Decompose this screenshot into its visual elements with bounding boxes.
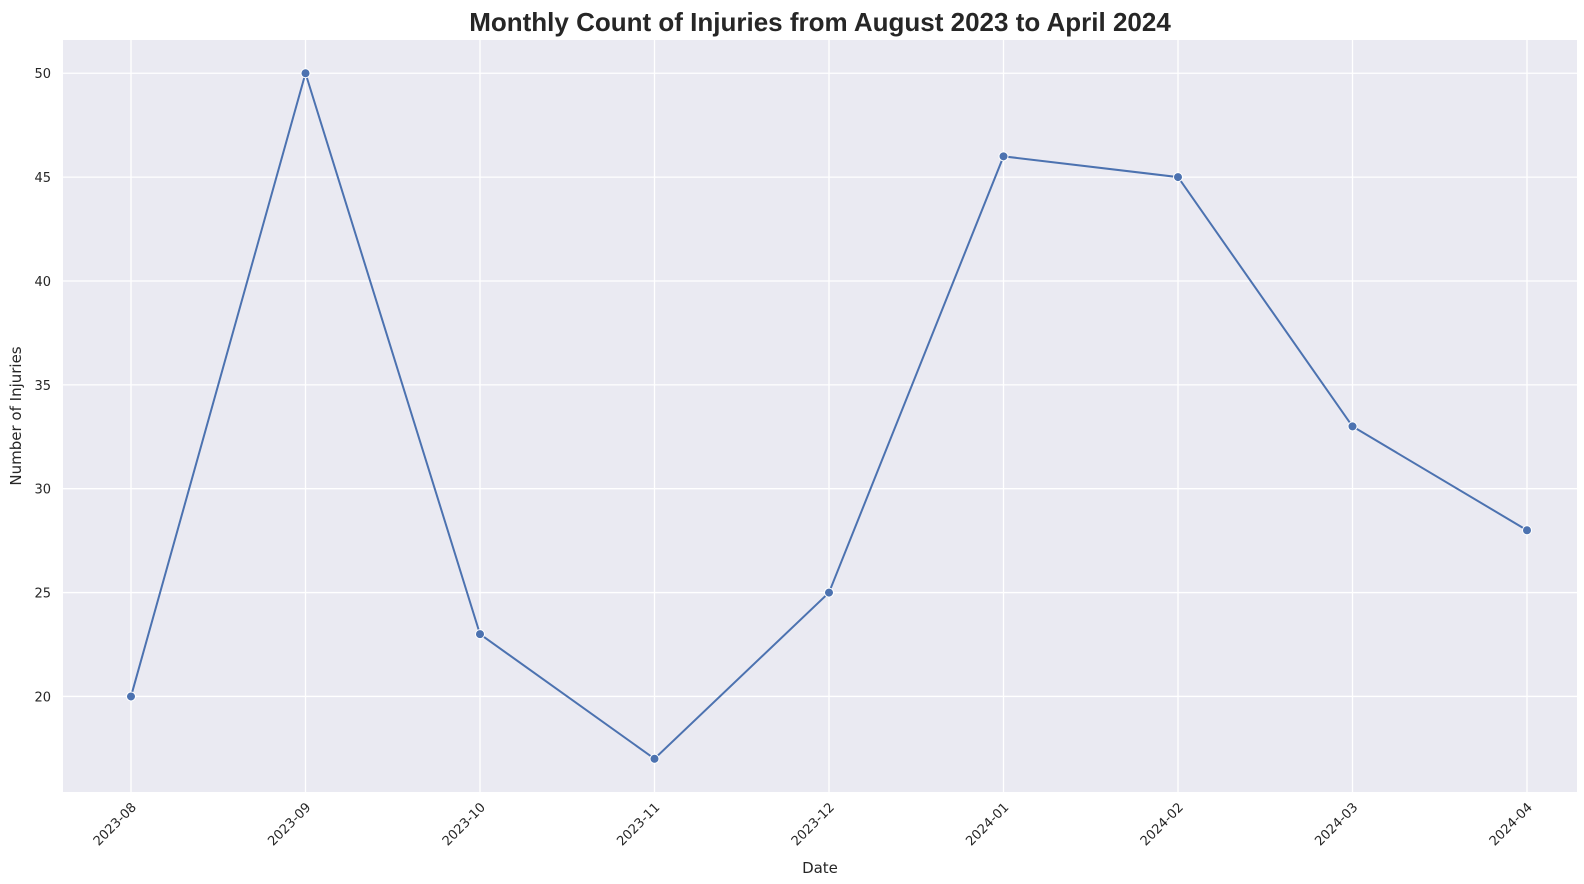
data-point-2023-09 — [300, 68, 311, 79]
y-tick-label: 40 — [34, 275, 51, 290]
data-point-2024-04 — [1522, 525, 1532, 536]
plot-area — [63, 40, 1577, 792]
data-point-2024-03 — [1347, 421, 1358, 432]
x-tick-label: 2023-09 — [265, 800, 314, 849]
y-tick-label: 25 — [34, 587, 51, 602]
x-tick-labels: 2023-08 2023-09 2023-10 2023-11 2023-12 2024-… — [91, 800, 1536, 849]
y-gridlines — [63, 72, 1577, 698]
x-tick-label: 2023-10 — [440, 800, 489, 849]
data-point-2023-11 — [649, 753, 660, 764]
y-tick-label: 30 — [34, 483, 51, 498]
y-axis-label: Number of Injuries — [7, 346, 25, 485]
data-point-2024-02 — [1173, 172, 1183, 183]
data-point-2024-01 — [998, 151, 1009, 162]
x-gridlines — [130, 40, 1528, 792]
data-point-2023-10 — [475, 629, 485, 640]
chart-title: Monthly Count of Injuries from August 20… — [469, 7, 1171, 37]
x-tick-label: 2023-12 — [789, 800, 838, 849]
y-tick-label: 50 — [34, 67, 51, 82]
y-tick-label: 35 — [34, 379, 51, 394]
x-tick-label: 2024-03 — [1312, 800, 1361, 849]
x-tick-label: 2023-11 — [614, 800, 663, 849]
x-tick-label: 2024-01 — [963, 800, 1012, 849]
x-axis-label: Date — [802, 859, 838, 877]
y-tick-label: 20 — [34, 690, 51, 705]
y-tick-label: 45 — [34, 171, 51, 186]
x-tick-label: 2024-04 — [1487, 800, 1536, 849]
series-injuries — [126, 68, 1532, 764]
data-point-2023-08 — [126, 691, 136, 702]
y-tick-labels: 20 25 30 35 40 45 50 — [34, 67, 51, 705]
x-tick-label: 2024-02 — [1138, 800, 1187, 849]
x-tick-label: 2023-08 — [91, 800, 140, 849]
data-point-2023-12 — [824, 587, 834, 598]
